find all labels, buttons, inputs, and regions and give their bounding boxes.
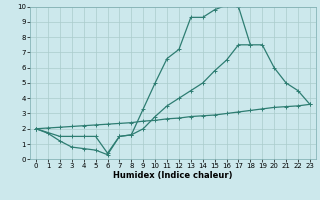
X-axis label: Humidex (Indice chaleur): Humidex (Indice chaleur) [113, 171, 233, 180]
